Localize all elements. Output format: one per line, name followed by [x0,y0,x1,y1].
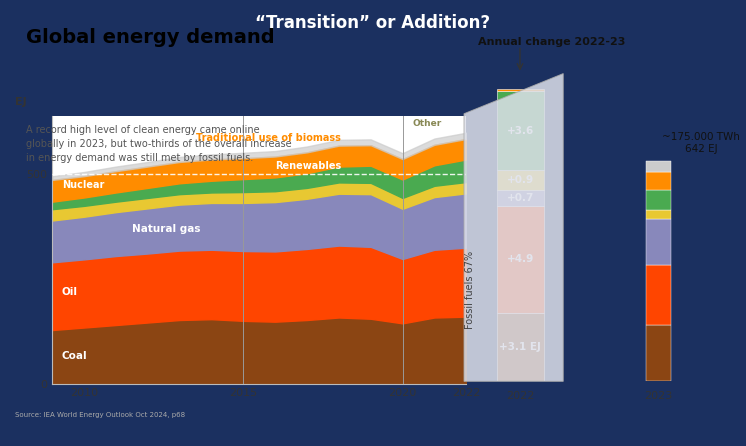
Bar [497,91,544,170]
Text: Oil: Oil [62,287,78,297]
Bar [497,170,544,190]
Bar [497,89,544,91]
Text: +0.7: +0.7 [507,193,534,203]
Text: Renewables: Renewables [275,161,342,171]
Text: 2023: 2023 [644,391,672,401]
Polygon shape [464,74,563,381]
Bar [646,190,671,210]
Text: “Transition” or Addition?: “Transition” or Addition? [255,14,491,33]
Text: Fossil fuels 67%: Fossil fuels 67% [465,251,475,329]
Bar [646,219,671,264]
Text: Other: Other [412,119,442,128]
Text: Annual change 2022-23: Annual change 2022-23 [478,37,626,47]
Bar [497,313,544,381]
Bar [646,173,671,190]
Text: Coal: Coal [62,351,87,361]
Bar [497,190,544,206]
Text: +3.6: +3.6 [507,126,534,136]
Text: Global energy demand: Global energy demand [26,28,275,47]
Text: 2022: 2022 [506,391,534,401]
Text: EJ: EJ [15,97,27,107]
Text: +4.9: +4.9 [507,254,534,264]
Text: +0.9: +0.9 [507,175,534,185]
Text: Nuclear: Nuclear [62,180,104,190]
Bar [646,161,671,173]
Bar [646,264,671,325]
Bar [646,210,671,219]
Text: +3.1 EJ: +3.1 EJ [499,342,542,352]
Text: Traditional use of biomass: Traditional use of biomass [195,133,340,143]
Bar [646,325,671,381]
Bar [497,206,544,313]
Text: Natural gas: Natural gas [132,224,201,234]
Text: A record high level of clean energy came online
globally in 2023, but two-thirds: A record high level of clean energy came… [26,125,292,163]
Text: Source: IEA World Energy Outlook Oct 2024, p68: Source: IEA World Energy Outlook Oct 202… [15,412,185,418]
Text: ~175.000 TWh
642 EJ: ~175.000 TWh 642 EJ [662,132,740,153]
